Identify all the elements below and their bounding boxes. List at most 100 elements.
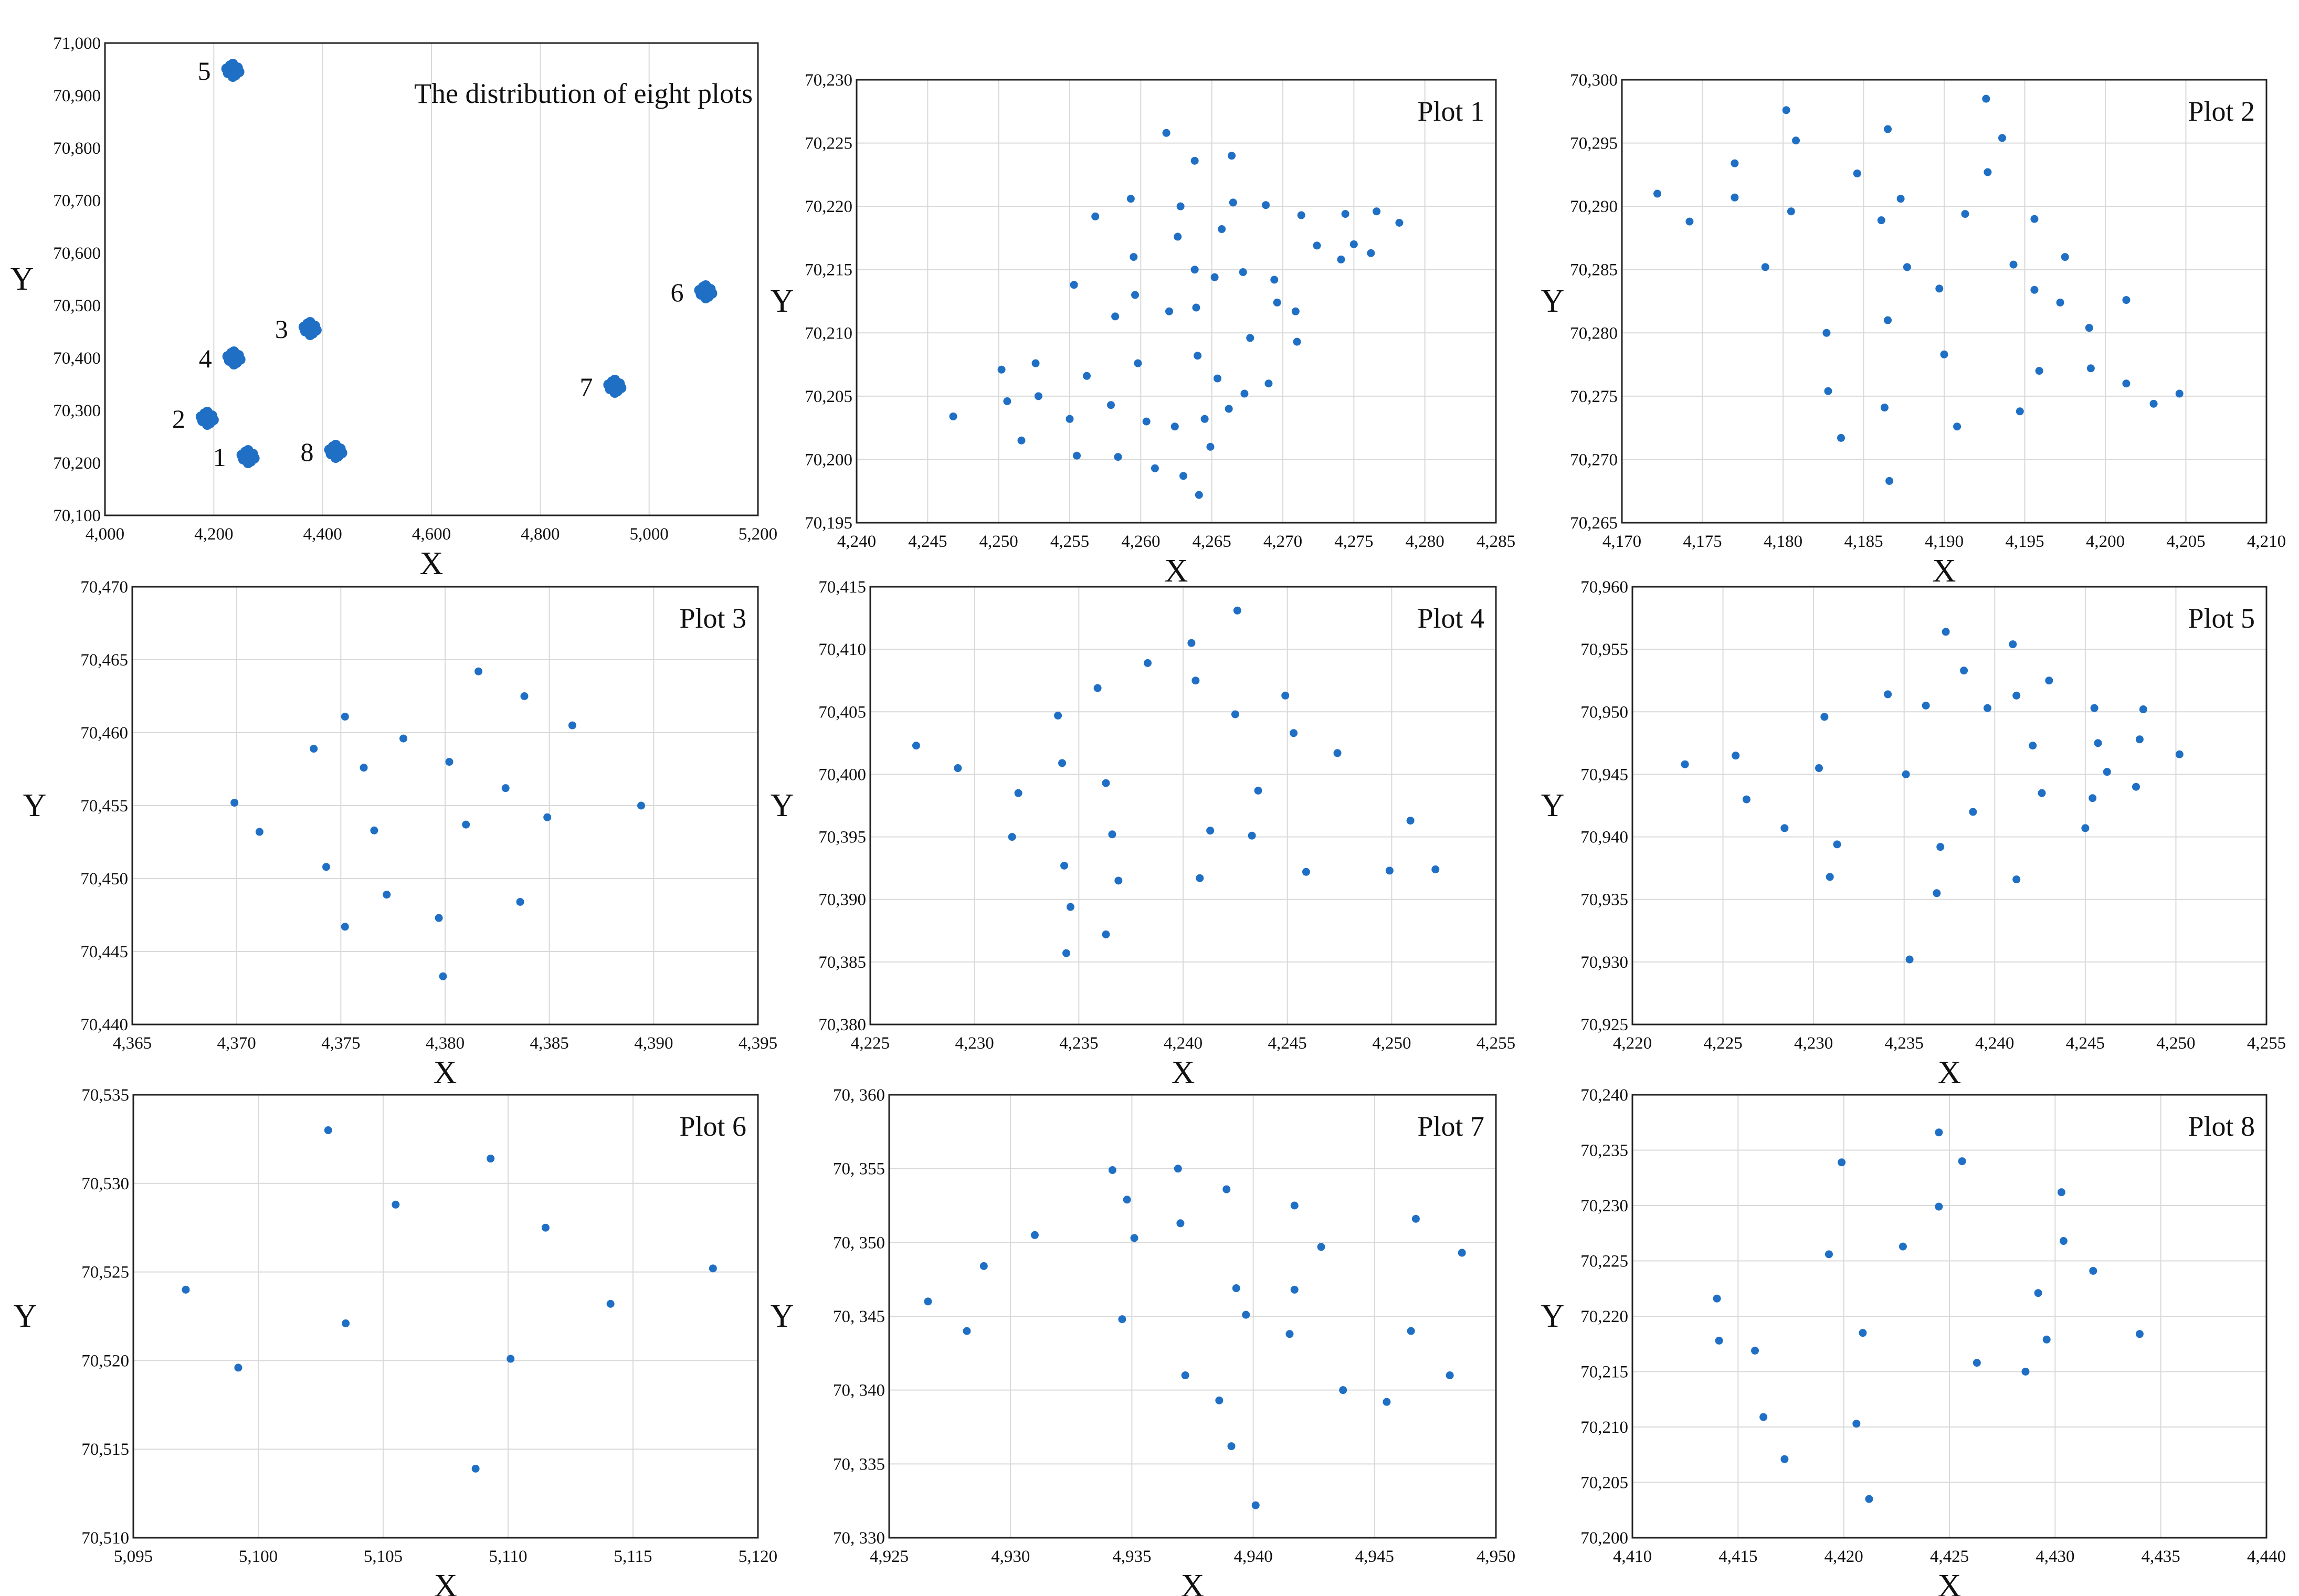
cluster-label: 1 — [213, 442, 226, 472]
x-tick-label: 4,425 — [1930, 1547, 1969, 1566]
cluster-label: 6 — [670, 278, 683, 307]
data-point — [1385, 866, 1394, 875]
data-point — [1200, 415, 1209, 423]
x-tick-label: 4,950 — [1477, 1547, 1515, 1566]
cluster-point — [609, 375, 620, 385]
x-tick-label: 4,925 — [870, 1547, 909, 1566]
x-tick-label: 5,200 — [739, 525, 777, 544]
y-tick-label: 70,300 — [53, 401, 101, 420]
data-point — [1130, 253, 1138, 261]
y-axis-label: Y — [1541, 788, 1565, 823]
x-tick-label: 4,245 — [908, 532, 947, 551]
y-tick-label: 70,450 — [80, 870, 128, 889]
cluster-label: 4 — [199, 344, 212, 373]
data-point — [2029, 742, 2037, 750]
x-tick-label: 4,210 — [2247, 532, 2286, 551]
x-tick-label: 4,175 — [1683, 532, 1722, 551]
y-tick-label: 70,205 — [805, 387, 852, 406]
cluster-point — [330, 440, 341, 450]
data-point — [1865, 1495, 1873, 1503]
data-point — [1213, 374, 1221, 383]
data-point — [1853, 169, 1861, 177]
data-point — [1254, 786, 1262, 795]
data-point — [2061, 253, 2069, 261]
x-tick-label: 4,430 — [2036, 1547, 2074, 1566]
x-tick-label: 5,100 — [239, 1547, 278, 1566]
y-tick-label: 70,400 — [818, 765, 866, 784]
data-point — [2132, 783, 2140, 791]
y-tick-label: 70, 360 — [833, 1086, 885, 1105]
y-tick-label: 70,265 — [1570, 514, 1618, 533]
data-point — [1123, 1196, 1131, 1204]
data-point — [1407, 1327, 1415, 1335]
data-point — [1273, 298, 1281, 306]
data-point — [1998, 134, 2007, 142]
y-tick-label: 70,215 — [805, 261, 852, 280]
plot-frame — [131, 586, 759, 1026]
y-axis-label: Y — [1541, 283, 1565, 319]
chart-title: Plot 2 — [2188, 96, 2255, 127]
y-tick-label: 70,600 — [53, 244, 101, 263]
data-point — [1233, 606, 1241, 615]
cluster-marker-4 — [222, 346, 246, 369]
data-point — [1969, 808, 1977, 816]
data-point — [1731, 159, 1739, 167]
data-point — [1337, 255, 1345, 263]
cluster-marker-1 — [236, 445, 260, 468]
data-point — [2057, 1188, 2065, 1197]
x-tick-label: 4,235 — [1059, 1034, 1098, 1053]
x-tick-label: 4,270 — [1263, 532, 1302, 551]
data-point — [1896, 195, 1905, 203]
y-tick-label: 70,465 — [80, 651, 128, 670]
y-tick-label: 70, 345 — [833, 1307, 885, 1326]
data-point — [1958, 1157, 1966, 1166]
data-point — [1134, 359, 1142, 367]
data-point — [1373, 207, 1381, 216]
data-point — [1242, 1310, 1250, 1319]
y-tick-label: 70, 330 — [833, 1529, 885, 1548]
data-point — [2090, 704, 2098, 712]
x-tick-label: 4,380 — [426, 1034, 465, 1053]
data-point — [2135, 1330, 2144, 1338]
data-point — [2094, 739, 2102, 747]
data-point — [1751, 1346, 1759, 1355]
cluster-marker-6 — [694, 280, 718, 303]
data-point — [322, 863, 331, 871]
data-point — [1073, 451, 1081, 460]
data-point — [1984, 168, 1992, 176]
data-point — [383, 891, 391, 899]
data-point — [1218, 225, 1226, 234]
data-point — [392, 1200, 400, 1209]
data-point — [1884, 316, 1892, 324]
data-point — [1102, 930, 1110, 938]
cluster-point — [227, 71, 238, 82]
data-point — [963, 1327, 971, 1335]
x-tick-label: 4,255 — [1477, 1034, 1515, 1053]
y-tick-label: 70,195 — [805, 514, 852, 533]
chart-title: Plot 4 — [1417, 603, 1484, 634]
x-tick-label: 4,190 — [1925, 532, 1964, 551]
data-point — [1030, 1231, 1039, 1239]
data-point — [1383, 1398, 1391, 1406]
x-tick-label: 4,370 — [217, 1034, 256, 1053]
y-tick-label: 70,455 — [80, 797, 128, 816]
data-point — [1880, 404, 1889, 412]
data-point — [2122, 379, 2131, 388]
y-tick-label: 70,235 — [1580, 1141, 1628, 1160]
x-tick-label: 5,120 — [739, 1547, 777, 1566]
data-point — [2089, 794, 2097, 802]
x-tick-label: 4,800 — [521, 525, 560, 544]
data-point — [1815, 764, 1823, 773]
data-point — [1922, 701, 1930, 710]
data-point — [1082, 372, 1091, 380]
data-point — [342, 1319, 350, 1328]
x-tick-label: 4,170 — [1602, 532, 1641, 551]
data-point — [1935, 1202, 1943, 1211]
data-point — [2122, 296, 2131, 304]
data-point — [1031, 359, 1040, 367]
y-tick-label: 70,515 — [81, 1440, 129, 1459]
data-point — [1780, 1455, 1789, 1463]
y-tick-label: 70,525 — [81, 1263, 129, 1282]
x-axis-label: X — [434, 1055, 457, 1091]
data-point — [2035, 367, 2043, 375]
